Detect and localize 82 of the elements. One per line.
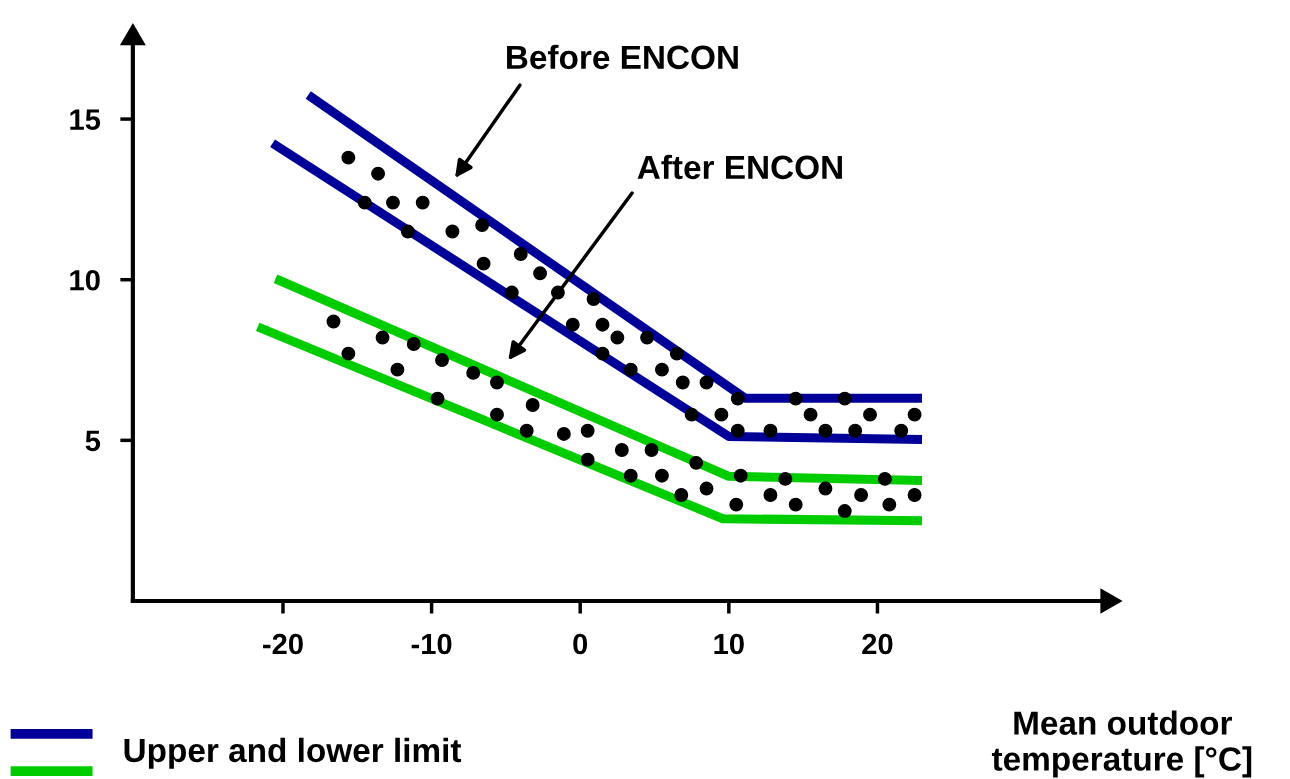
x-tick-label: 0 bbox=[573, 633, 588, 655]
point bbox=[699, 375, 714, 390]
annotation: Before ENCON bbox=[507, 44, 738, 70]
point bbox=[669, 346, 684, 361]
point bbox=[580, 423, 595, 438]
point bbox=[533, 266, 548, 281]
point bbox=[386, 195, 400, 210]
point bbox=[655, 362, 669, 377]
point bbox=[435, 353, 449, 367]
point bbox=[733, 468, 748, 483]
point bbox=[371, 166, 386, 181]
point bbox=[623, 468, 638, 483]
y-tick-label: 10 bbox=[70, 269, 100, 291]
point bbox=[674, 488, 689, 502]
point bbox=[623, 362, 638, 377]
point bbox=[894, 423, 909, 438]
point bbox=[684, 407, 699, 422]
point bbox=[525, 398, 540, 412]
point bbox=[326, 314, 341, 329]
point bbox=[714, 407, 729, 422]
x-tick-label: 20 bbox=[862, 633, 893, 655]
point bbox=[476, 256, 491, 271]
point bbox=[907, 407, 922, 422]
point bbox=[778, 471, 793, 486]
point bbox=[341, 346, 356, 361]
point bbox=[357, 195, 372, 210]
point bbox=[818, 481, 833, 496]
y-tick-label: 15 bbox=[70, 109, 101, 130]
point bbox=[788, 391, 803, 406]
point bbox=[644, 443, 659, 457]
point bbox=[430, 391, 445, 406]
point bbox=[550, 285, 565, 300]
point bbox=[565, 317, 580, 332]
point bbox=[640, 330, 655, 345]
point bbox=[863, 407, 877, 422]
point bbox=[595, 346, 610, 361]
y-tick-label: 5 bbox=[85, 430, 101, 452]
point bbox=[730, 391, 745, 406]
point bbox=[580, 452, 595, 467]
x-tick-label: -10 bbox=[411, 633, 452, 655]
point bbox=[475, 218, 490, 233]
point bbox=[882, 497, 897, 512]
point bbox=[788, 497, 803, 512]
x-tick-label: 10 bbox=[714, 633, 744, 655]
point bbox=[614, 443, 629, 457]
point bbox=[513, 247, 528, 261]
point bbox=[610, 330, 625, 345]
point bbox=[556, 426, 571, 441]
point bbox=[466, 365, 481, 380]
point bbox=[818, 423, 833, 438]
point bbox=[490, 375, 504, 390]
x-tick-label: -20 bbox=[263, 633, 303, 655]
point bbox=[490, 407, 504, 422]
point bbox=[675, 375, 690, 390]
legend-label: Upper and lower limit bbox=[124, 737, 462, 769]
point bbox=[445, 224, 460, 239]
point bbox=[837, 391, 852, 406]
point bbox=[730, 423, 745, 438]
point bbox=[400, 224, 415, 239]
point bbox=[595, 317, 610, 332]
point bbox=[504, 285, 519, 300]
annotation: After ENCON bbox=[637, 154, 842, 180]
point bbox=[655, 468, 669, 483]
point bbox=[848, 423, 863, 438]
point bbox=[837, 504, 852, 518]
point bbox=[699, 481, 714, 496]
point bbox=[877, 471, 892, 486]
point bbox=[763, 488, 778, 502]
point bbox=[341, 150, 356, 165]
point bbox=[415, 195, 430, 210]
point bbox=[406, 337, 421, 351]
x-axis-title: Mean outdoor temperature [°C] bbox=[991, 710, 1252, 778]
point bbox=[586, 292, 601, 306]
point bbox=[907, 488, 922, 502]
point bbox=[689, 455, 704, 470]
point bbox=[854, 488, 869, 502]
point bbox=[375, 330, 390, 345]
point bbox=[803, 407, 818, 422]
point bbox=[519, 423, 534, 438]
point bbox=[729, 497, 744, 512]
point bbox=[390, 362, 405, 377]
point bbox=[763, 423, 778, 438]
